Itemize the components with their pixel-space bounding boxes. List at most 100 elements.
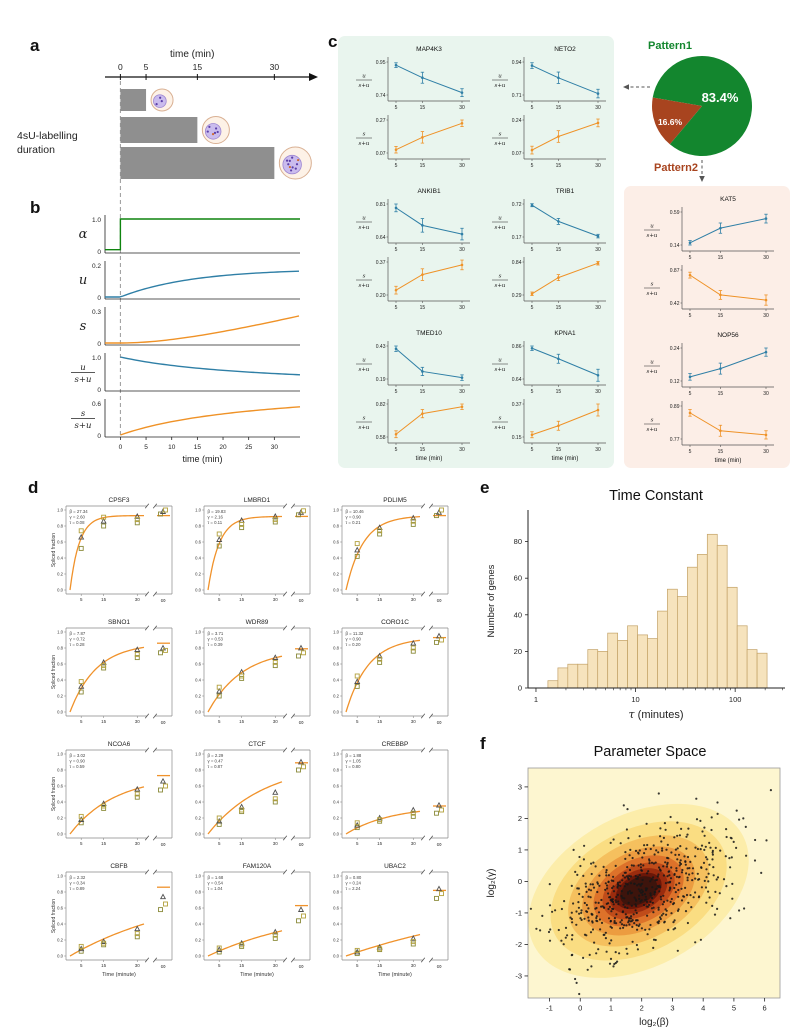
svg-text:0.4: 0.4 (57, 800, 63, 805)
svg-text:15: 15 (377, 963, 383, 968)
gene-title-LMBRD1: LMBRD1 (244, 497, 271, 504)
fit-annotation: γ = 0.34 (70, 881, 86, 886)
hist-bar (657, 610, 668, 689)
b-row-label-step: α (79, 227, 88, 242)
svg-text:s+u: s+u (495, 283, 506, 289)
svg-text:5: 5 (80, 719, 83, 724)
svg-text:30: 30 (459, 247, 465, 253)
svg-text:0.43: 0.43 (376, 344, 386, 350)
b-row-label-den: s+u (75, 375, 92, 385)
svg-text:0.64: 0.64 (512, 377, 522, 383)
infinity-tick: ∞ (437, 598, 442, 605)
svg-text:u: u (362, 358, 366, 364)
svg-text:30: 30 (270, 62, 280, 72)
hist-bar (736, 625, 748, 689)
f-x-label: log₂(β) (639, 1017, 669, 1028)
svg-text:15: 15 (239, 719, 245, 724)
infinity-tick: ∞ (161, 964, 166, 971)
fit-annotation: β = 1.88 (346, 753, 362, 758)
fit-curve (207, 515, 283, 591)
svg-text:4: 4 (701, 1004, 705, 1013)
svg-text:0.4: 0.4 (57, 556, 63, 561)
svg-text:0.2: 0.2 (333, 694, 339, 699)
fit-curve (69, 514, 144, 591)
svg-text:1.0: 1.0 (195, 630, 201, 635)
svg-text:0.95: 0.95 (376, 60, 386, 66)
svg-text:u: u (498, 216, 502, 222)
gene-name: TRIB1 (556, 188, 575, 195)
svg-text:15: 15 (420, 305, 426, 311)
svg-text:15: 15 (420, 105, 426, 111)
time-axis-title: time (min) (170, 49, 214, 60)
pattern1-pct: 83.4% (702, 90, 739, 105)
fit-annotation: β = 19.83 (208, 509, 227, 514)
gene-name: NOP56 (717, 332, 739, 339)
gene-name: ANKIB1 (417, 188, 441, 195)
svg-text:5: 5 (218, 597, 221, 602)
spliced-plot-LMBRD1: LMBRD1 0.0 0.2 0.4 0.6 0.8 1.0 5 15 30 ∞ β = 19.83γ… (195, 497, 311, 605)
panel-label-b: b (30, 198, 41, 217)
svg-text:0.6: 0.6 (92, 401, 101, 408)
svg-text:0.8: 0.8 (57, 646, 63, 651)
svg-text:2: 2 (518, 814, 522, 823)
pie-slice-pattern2 (652, 97, 702, 145)
svg-text:0.4: 0.4 (195, 922, 201, 927)
time-minute-label: Time (minute) (102, 972, 136, 978)
hist-bar (627, 625, 638, 689)
b-curve-decay_frac (120, 356, 301, 376)
axis-arrowhead (309, 73, 318, 81)
hist-bar (577, 663, 589, 689)
fit-annotation: β = 2.32 (70, 875, 86, 880)
b-curve-rise_exp (105, 270, 300, 298)
fit-annotation: γ = 0.72 (70, 637, 86, 642)
svg-text:15: 15 (377, 719, 383, 724)
labelling-bar-30min (120, 147, 275, 179)
spliced-plot-CBFB: CBFB 0.0 0.2 0.4 0.6 0.8 1.0 5 15 30 ∞ β = 2.32γ = … (51, 863, 173, 978)
svg-text:s: s (651, 282, 654, 288)
labelling-bar-5min (120, 89, 147, 111)
svg-text:10: 10 (168, 444, 176, 451)
panel-label-e: e (480, 478, 490, 497)
svg-text:0.24: 0.24 (670, 346, 680, 352)
hist-bar (587, 649, 599, 689)
gene-title-CPSF3: CPSF3 (109, 497, 130, 504)
svg-text:s+u: s+u (647, 427, 658, 433)
svg-text:0.0: 0.0 (57, 588, 63, 593)
spliced-plot-SBNO1: SBNO1 0.0 0.2 0.4 0.6 0.8 1.0 5 15 30 ∞ β = 7.87γ =… (51, 619, 173, 727)
cell-illustration-1 (150, 88, 174, 112)
svg-text:15: 15 (718, 255, 724, 261)
svg-text:0.6: 0.6 (57, 906, 63, 911)
fit-annotation: β = 0.80 (346, 875, 362, 880)
infinity-tick: ∞ (437, 964, 442, 971)
infinity-tick: ∞ (161, 842, 166, 849)
gene-plot-TMED10: TMED10 0.43 0.19 5 15 30 u s+u 0.82 0.58 5 15 30 s s+u… (356, 330, 470, 462)
svg-text:5: 5 (531, 247, 534, 253)
infinity-tick: ∞ (437, 720, 442, 727)
svg-text:u: u (498, 358, 502, 364)
svg-text:15: 15 (101, 841, 107, 846)
svg-text:u: u (650, 224, 654, 230)
svg-text:0.3: 0.3 (92, 309, 101, 316)
svg-text:s+u: s+u (647, 369, 658, 375)
svg-text:-2: -2 (515, 940, 522, 949)
svg-text:0.0: 0.0 (333, 954, 339, 959)
svg-text:5: 5 (218, 963, 221, 968)
spliced-fraction-label: Spliced fraction (51, 899, 57, 933)
svg-text:0.0: 0.0 (195, 832, 201, 837)
svg-text:60: 60 (514, 574, 522, 583)
spliced-plot-CTCF: CTCF 0.0 0.2 0.4 0.6 0.8 1.0 5 15 30 ∞ β = 2.29γ = … (195, 741, 311, 849)
svg-text:15: 15 (420, 389, 426, 395)
gene-name: KPNA1 (554, 330, 576, 337)
svg-text:0.37: 0.37 (376, 260, 386, 266)
svg-text:s+u: s+u (495, 425, 506, 431)
svg-text:u: u (362, 216, 366, 222)
svg-text:5: 5 (80, 841, 83, 846)
svg-text:1.0: 1.0 (195, 752, 201, 757)
svg-text:3: 3 (670, 1004, 674, 1013)
svg-text:100: 100 (729, 695, 742, 704)
hist-bar (677, 596, 688, 689)
fit-annotation: τ = 1.04 (208, 886, 224, 891)
hist-bar (567, 663, 579, 689)
